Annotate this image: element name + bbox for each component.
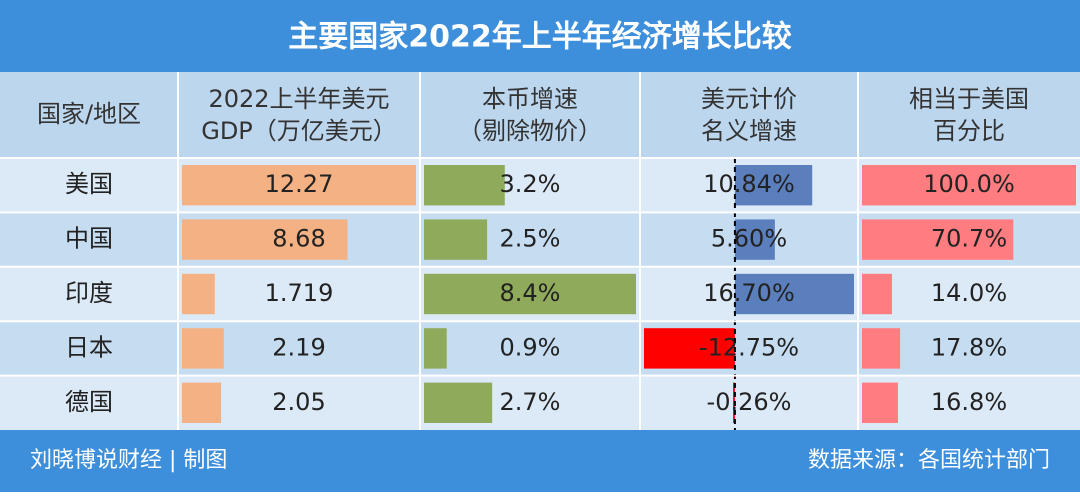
cell-value: 8.4% xyxy=(500,279,561,307)
header-cell: 名义增速 xyxy=(701,117,797,145)
cell-value: 2.05 xyxy=(272,388,325,416)
cell-value: 2.7% xyxy=(500,388,561,416)
cell-value: 16.70% xyxy=(703,279,795,307)
header-cell: 国家/地区 xyxy=(37,100,141,128)
cell-value: 100.0% xyxy=(923,170,1015,198)
title-bar xyxy=(0,0,1080,72)
header-cell: 美元计价 xyxy=(701,85,797,113)
data-bar xyxy=(644,328,735,369)
data-bar xyxy=(862,273,892,315)
header-cell: （剔除物价） xyxy=(458,117,602,145)
header-cell: GDP（万亿美元） xyxy=(201,117,397,145)
data-bar xyxy=(182,219,348,260)
data-bar xyxy=(734,165,813,206)
cell-value: 70.7% xyxy=(931,225,1007,253)
cell-value: 0.9% xyxy=(500,333,561,361)
cell-value: 1.719 xyxy=(265,279,334,307)
header-cell: 百分比 xyxy=(933,117,1005,145)
data-bar xyxy=(862,328,901,369)
cell-value: 14.0% xyxy=(931,279,1007,307)
data-bar xyxy=(182,273,215,315)
cell-value: 3.2% xyxy=(500,170,561,198)
cell-value: 5.60% xyxy=(711,225,787,253)
data-bar xyxy=(424,382,493,423)
data-bar xyxy=(424,165,505,206)
cell-value: 8.68 xyxy=(272,225,325,253)
cell-value: 12.27 xyxy=(265,170,334,198)
data-bar xyxy=(734,219,775,260)
row-label: 日本 xyxy=(65,333,113,361)
data-bar xyxy=(862,382,898,423)
title: 主要国家2022年上半年经济增长比较 xyxy=(288,20,792,55)
data-bar xyxy=(182,328,224,369)
row-bg xyxy=(0,375,1080,430)
header-cell: 2022上半年美元 xyxy=(208,85,389,113)
footer-left: 刘晓博说财经 | 制图 xyxy=(30,448,227,473)
row-label: 美国 xyxy=(65,170,113,198)
data-bar xyxy=(862,219,1014,260)
header-cell: 相当于美国 xyxy=(909,85,1029,113)
data-bar xyxy=(424,219,488,260)
cell-value: 2.19 xyxy=(272,333,325,361)
row-label: 德国 xyxy=(65,388,113,416)
data-bar xyxy=(182,382,222,423)
header-cell: 本币增速 xyxy=(482,85,578,113)
data-bar xyxy=(734,273,854,315)
data-bar xyxy=(424,273,636,315)
cell-value: 17.8% xyxy=(931,333,1007,361)
header-bg xyxy=(0,72,1080,158)
cell-value: -12.75% xyxy=(699,333,799,361)
data-bar xyxy=(862,165,1076,206)
row-label: 印度 xyxy=(65,279,113,307)
footer-right: 数据来源：各国统计部门 xyxy=(808,448,1050,473)
cell-value: 16.8% xyxy=(931,388,1007,416)
row-label: 中国 xyxy=(65,225,113,253)
cell-value: -0.26% xyxy=(707,388,792,416)
cell-value: 10.84% xyxy=(703,170,795,198)
footer-bar xyxy=(0,430,1080,492)
cell-value: 2.5% xyxy=(500,225,561,253)
data-bar xyxy=(424,328,447,369)
data-bar xyxy=(182,165,416,206)
